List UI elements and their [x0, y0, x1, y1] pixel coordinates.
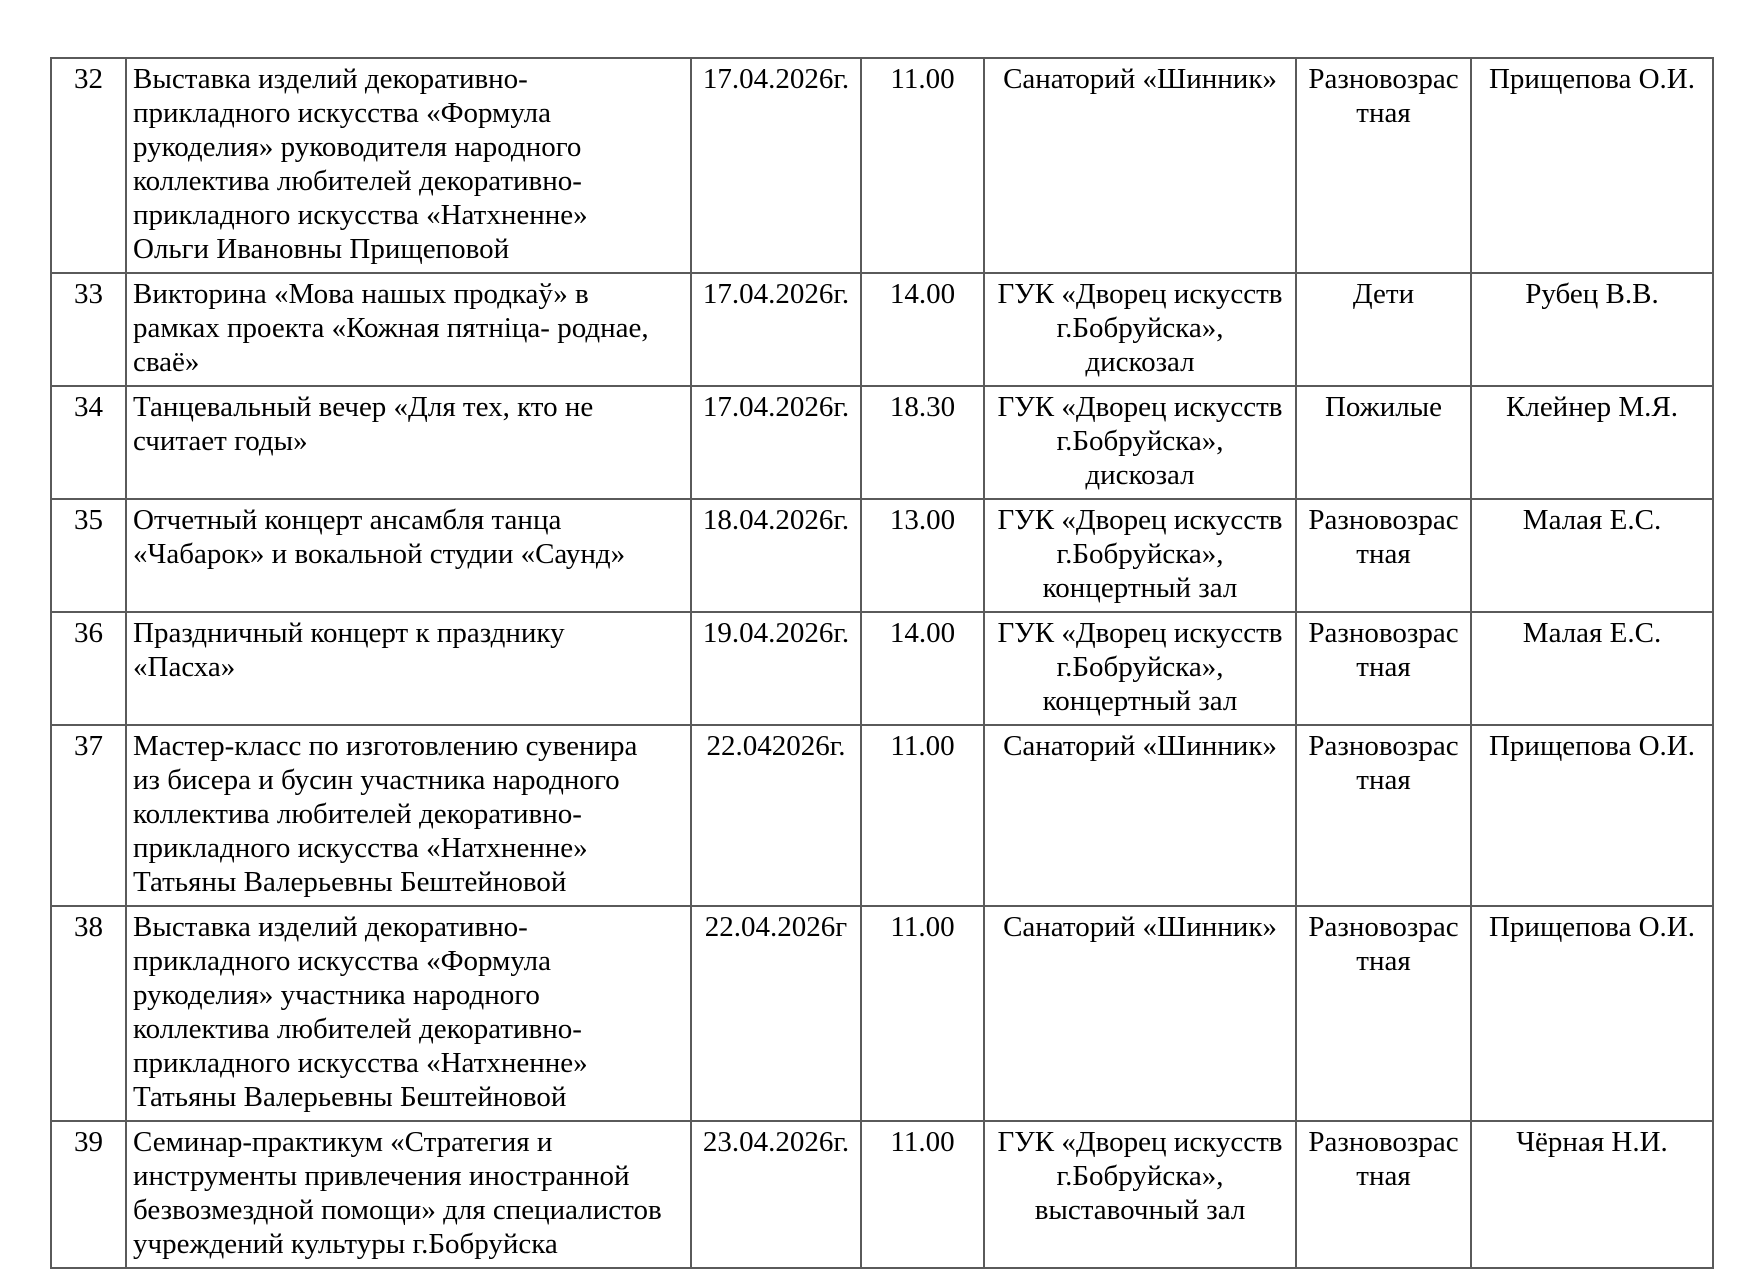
cell-venue: ГУК «Дворец искусств г.Бобруйска», диско… [983, 385, 1297, 500]
cell-audience: Разновозрастная [1295, 724, 1472, 907]
cell-number: 34 [50, 385, 127, 500]
cell-time: 11.00 [860, 724, 985, 907]
cell-venue: ГУК «Дворец искусств г.Бобруйска», выста… [983, 1120, 1297, 1269]
cell-event: Семинар-практикум «Стратегия и инструмен… [125, 1120, 692, 1269]
cell-event: Выставка изделий декоративно- прикладног… [125, 57, 692, 274]
cell-date: 18.04.2026г. [690, 498, 862, 613]
cell-number: 37 [50, 724, 127, 907]
document-page: 32 Выставка изделий декоративно- приклад… [50, 57, 1714, 1269]
cell-responsible: Прищепова О.И. [1470, 724, 1714, 907]
cell-event: Викторина «Мова нашых продкаў» в рамках … [125, 272, 692, 387]
cell-venue: ГУК «Дворец искусств г.Бобруйска», конце… [983, 498, 1297, 613]
cell-responsible: Чёрная Н.И. [1470, 1120, 1714, 1269]
cell-audience: Разновозрастная [1295, 905, 1472, 1122]
cell-event: Отчетный концерт ансамбля танца «Чабарок… [125, 498, 692, 613]
cell-audience: Разновозрастная [1295, 498, 1472, 613]
cell-venue: Санаторий «Шинник» [983, 905, 1297, 1122]
cell-date: 22.04.2026г [690, 905, 862, 1122]
cell-date: 17.04.2026г. [690, 57, 862, 274]
cell-date: 19.04.2026г. [690, 611, 862, 726]
cell-responsible: Прищепова О.И. [1470, 57, 1714, 274]
cell-date: 17.04.2026г. [690, 385, 862, 500]
cell-number: 39 [50, 1120, 127, 1269]
cell-number: 32 [50, 57, 127, 274]
table-row-33: 33 Викторина «Мова нашых продкаў» в рамк… [50, 272, 1714, 387]
cell-responsible: Клейнер М.Я. [1470, 385, 1714, 500]
cell-date: 22.042026г. [690, 724, 862, 907]
cell-venue: Санаторий «Шинник» [983, 724, 1297, 907]
cell-responsible: Малая Е.С. [1470, 611, 1714, 726]
events-schedule-table: 32 Выставка изделий декоративно- приклад… [50, 57, 1714, 1269]
cell-event: Выставка изделий декоративно- прикладног… [125, 905, 692, 1122]
cell-time: 14.00 [860, 272, 985, 387]
cell-event: Танцевальный вечер «Для тех, кто не счит… [125, 385, 692, 500]
cell-venue: ГУК «Дворец искусств г.Бобруйска», диско… [983, 272, 1297, 387]
table-row-38: 38 Выставка изделий декоративно- приклад… [50, 905, 1714, 1122]
cell-audience: Дети [1295, 272, 1472, 387]
cell-number: 38 [50, 905, 127, 1122]
cell-date: 23.04.2026г. [690, 1120, 862, 1269]
table-row-32: 32 Выставка изделий декоративно- приклад… [50, 57, 1714, 274]
cell-time: 11.00 [860, 1120, 985, 1269]
cell-responsible: Прищепова О.И. [1470, 905, 1714, 1122]
cell-number: 33 [50, 272, 127, 387]
cell-event: Мастер-класс по изготовлению сувенира из… [125, 724, 692, 907]
cell-venue: ГУК «Дворец искусств г.Бобруйска», конце… [983, 611, 1297, 726]
cell-number: 36 [50, 611, 127, 726]
cell-date: 17.04.2026г. [690, 272, 862, 387]
cell-responsible: Рубец В.В. [1470, 272, 1714, 387]
cell-time: 14.00 [860, 611, 985, 726]
cell-audience: Пожилые [1295, 385, 1472, 500]
cell-audience: Разновозрастная [1295, 1120, 1472, 1269]
cell-venue: Санаторий «Шинник» [983, 57, 1297, 274]
table-row-34: 34 Танцевальный вечер «Для тех, кто не с… [50, 385, 1714, 500]
table-row-35: 35 Отчетный концерт ансамбля танца «Чаба… [50, 498, 1714, 613]
table-row-37: 37 Мастер-класс по изготовлению сувенира… [50, 724, 1714, 907]
cell-time: 11.00 [860, 57, 985, 274]
table-row-39: 39 Семинар-практикум «Стратегия и инстру… [50, 1120, 1714, 1269]
cell-time: 11.00 [860, 905, 985, 1122]
cell-time: 13.00 [860, 498, 985, 613]
cell-event: Праздничный концерт к празднику «Пасха» [125, 611, 692, 726]
cell-audience: Разновозрастная [1295, 57, 1472, 274]
cell-number: 35 [50, 498, 127, 613]
cell-time: 18.30 [860, 385, 985, 500]
cell-audience: Разновозрастная [1295, 611, 1472, 726]
table-row-36: 36 Праздничный концерт к празднику «Пасх… [50, 611, 1714, 726]
cell-responsible: Малая Е.С. [1470, 498, 1714, 613]
